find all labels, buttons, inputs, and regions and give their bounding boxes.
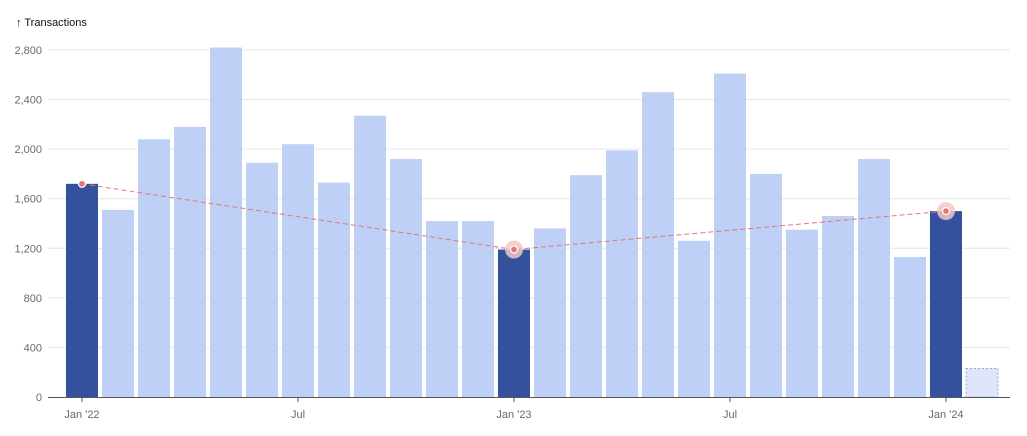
bar [210, 47, 242, 398]
bar [714, 73, 746, 398]
y-tick-label: 2,400 [14, 95, 42, 107]
bar [786, 229, 818, 397]
y-tick-label: 400 [24, 342, 42, 354]
x-tick-label: Jul [291, 409, 305, 421]
bar [354, 115, 386, 398]
trend-point [77, 179, 87, 188]
bar [282, 144, 314, 397]
y-tick-label: 800 [24, 293, 42, 305]
y-tick-label: 2,800 [14, 45, 42, 57]
y-axis-ticks: 0 400 800 1,200 1,600 2,000 2,400 2,800 [14, 45, 42, 404]
bar [174, 126, 206, 397]
bar [426, 221, 458, 397]
bar [138, 139, 170, 397]
bar [678, 240, 710, 397]
bar [246, 162, 278, 397]
trend-point [509, 245, 519, 254]
bar [894, 256, 926, 397]
x-tick-label: Jan '23 [496, 409, 531, 421]
bar [462, 221, 494, 397]
bar [102, 209, 134, 397]
y-tick-label: 2,000 [14, 144, 42, 156]
bar-highlight [930, 211, 962, 397]
y-tick-label: 1,600 [14, 194, 42, 206]
bar [390, 159, 422, 397]
bar [534, 228, 566, 397]
x-tick-label: Jan '24 [928, 409, 963, 421]
bar-incomplete [965, 367, 999, 398]
trend-overlay [77, 179, 955, 259]
x-tick-label: Jan '22 [64, 409, 99, 421]
bar-highlight [66, 183, 98, 397]
bars [66, 47, 999, 398]
trend-point [941, 207, 951, 216]
bar [318, 182, 350, 397]
y-tick-label: 1,200 [14, 243, 42, 255]
bar [858, 159, 890, 397]
bar [606, 150, 638, 397]
y-tick-label: 0 [36, 392, 42, 404]
bar [570, 175, 602, 397]
bar [642, 92, 674, 397]
x-tick-label: Jul [723, 409, 737, 421]
chart-title: ↑ Transactions [16, 17, 87, 29]
bar [750, 173, 782, 397]
bar-highlight [498, 249, 530, 397]
bar [822, 216, 854, 397]
x-axis-ticks: Jan '22 Jul Jan '23 Jul Jan '24 [64, 397, 964, 421]
